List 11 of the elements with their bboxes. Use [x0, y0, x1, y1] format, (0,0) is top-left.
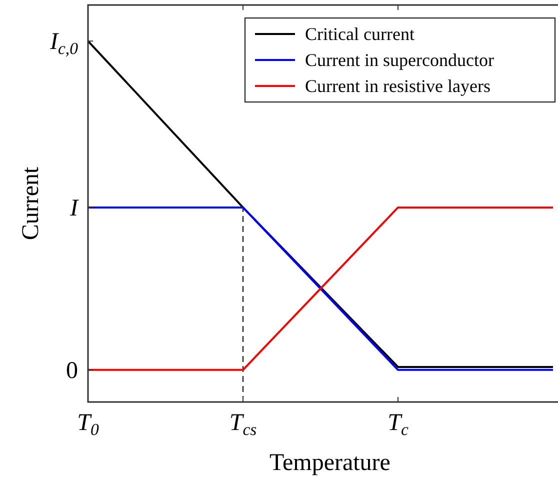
x-tick-label: T$_{cs}$: [229, 410, 258, 440]
x-tick-label: T$_{c}$: [388, 410, 409, 440]
legend-label: Current in resistive layers: [305, 76, 490, 96]
x-tick-label: T$_{0}$: [77, 410, 100, 440]
text: I: [69, 195, 79, 222]
legend-label: Critical current: [305, 24, 414, 44]
text: 0: [66, 358, 78, 384]
y-axis-title: Current: [18, 166, 44, 240]
legend-label: Current in superconductor: [305, 50, 494, 70]
x-axis-title: Temperature: [270, 450, 390, 476]
text: I$_{c,0}$: [48, 29, 79, 58]
